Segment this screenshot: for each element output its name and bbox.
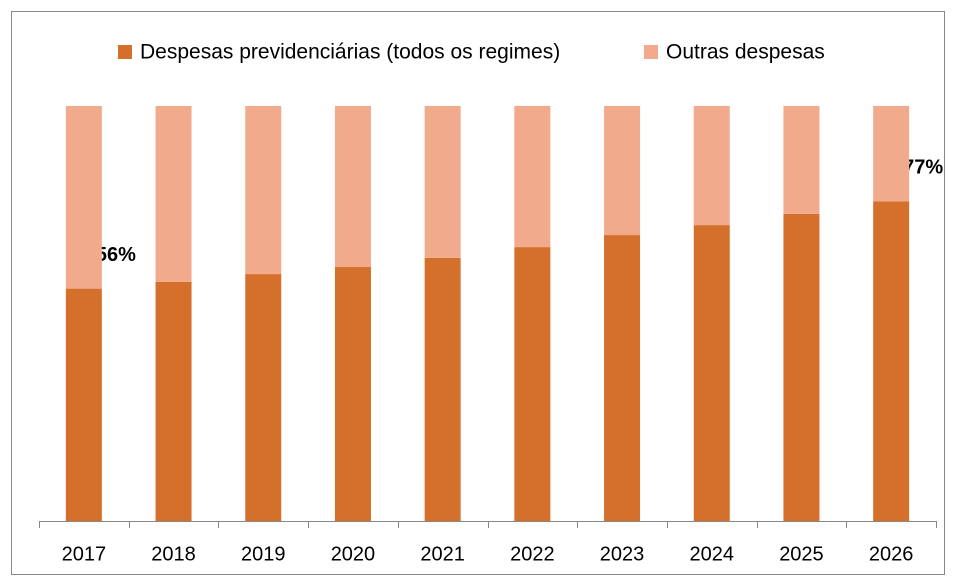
legend-label: Outras despesas (666, 41, 825, 64)
bar-segment (245, 106, 282, 275)
bar-segment (65, 288, 102, 521)
bar-segment (514, 247, 551, 521)
bar-segment (693, 106, 730, 226)
bar-segment (783, 106, 820, 214)
data-label: 56% (96, 244, 136, 266)
x-tick-label: 2024 (690, 543, 735, 565)
bar-segment (514, 106, 551, 248)
x-tick-label: 2023 (600, 543, 645, 565)
bar-segment (334, 106, 371, 268)
x-tick-label: 2026 (869, 543, 914, 565)
bar-segment (873, 201, 910, 521)
bar-segment (155, 281, 192, 521)
legend-swatch (118, 45, 132, 59)
bar-segment (604, 235, 641, 521)
bar-segment (604, 106, 641, 236)
bar-segment (783, 213, 820, 521)
bar-segment (65, 106, 102, 289)
x-tick-label: 2018 (151, 543, 196, 565)
data-label: 77% (903, 157, 943, 179)
bar-segment (245, 274, 282, 521)
bar-segment (424, 106, 461, 258)
bar-segment (424, 257, 461, 521)
bar-segment (693, 225, 730, 522)
x-tick-label: 2017 (62, 543, 107, 565)
legend-label: Despesas previdenciárias (todos os regim… (140, 41, 560, 64)
x-tick-label: 2021 (420, 543, 465, 565)
bar-segment (873, 106, 910, 202)
x-tick-label: 2025 (779, 543, 824, 565)
legend-swatch (644, 45, 658, 59)
x-tick-label: 2019 (241, 543, 286, 565)
x-tick-label: 2022 (510, 543, 555, 565)
bar-segment (155, 106, 192, 282)
x-tick-label: 2020 (331, 543, 376, 565)
bar-segment (334, 267, 371, 521)
